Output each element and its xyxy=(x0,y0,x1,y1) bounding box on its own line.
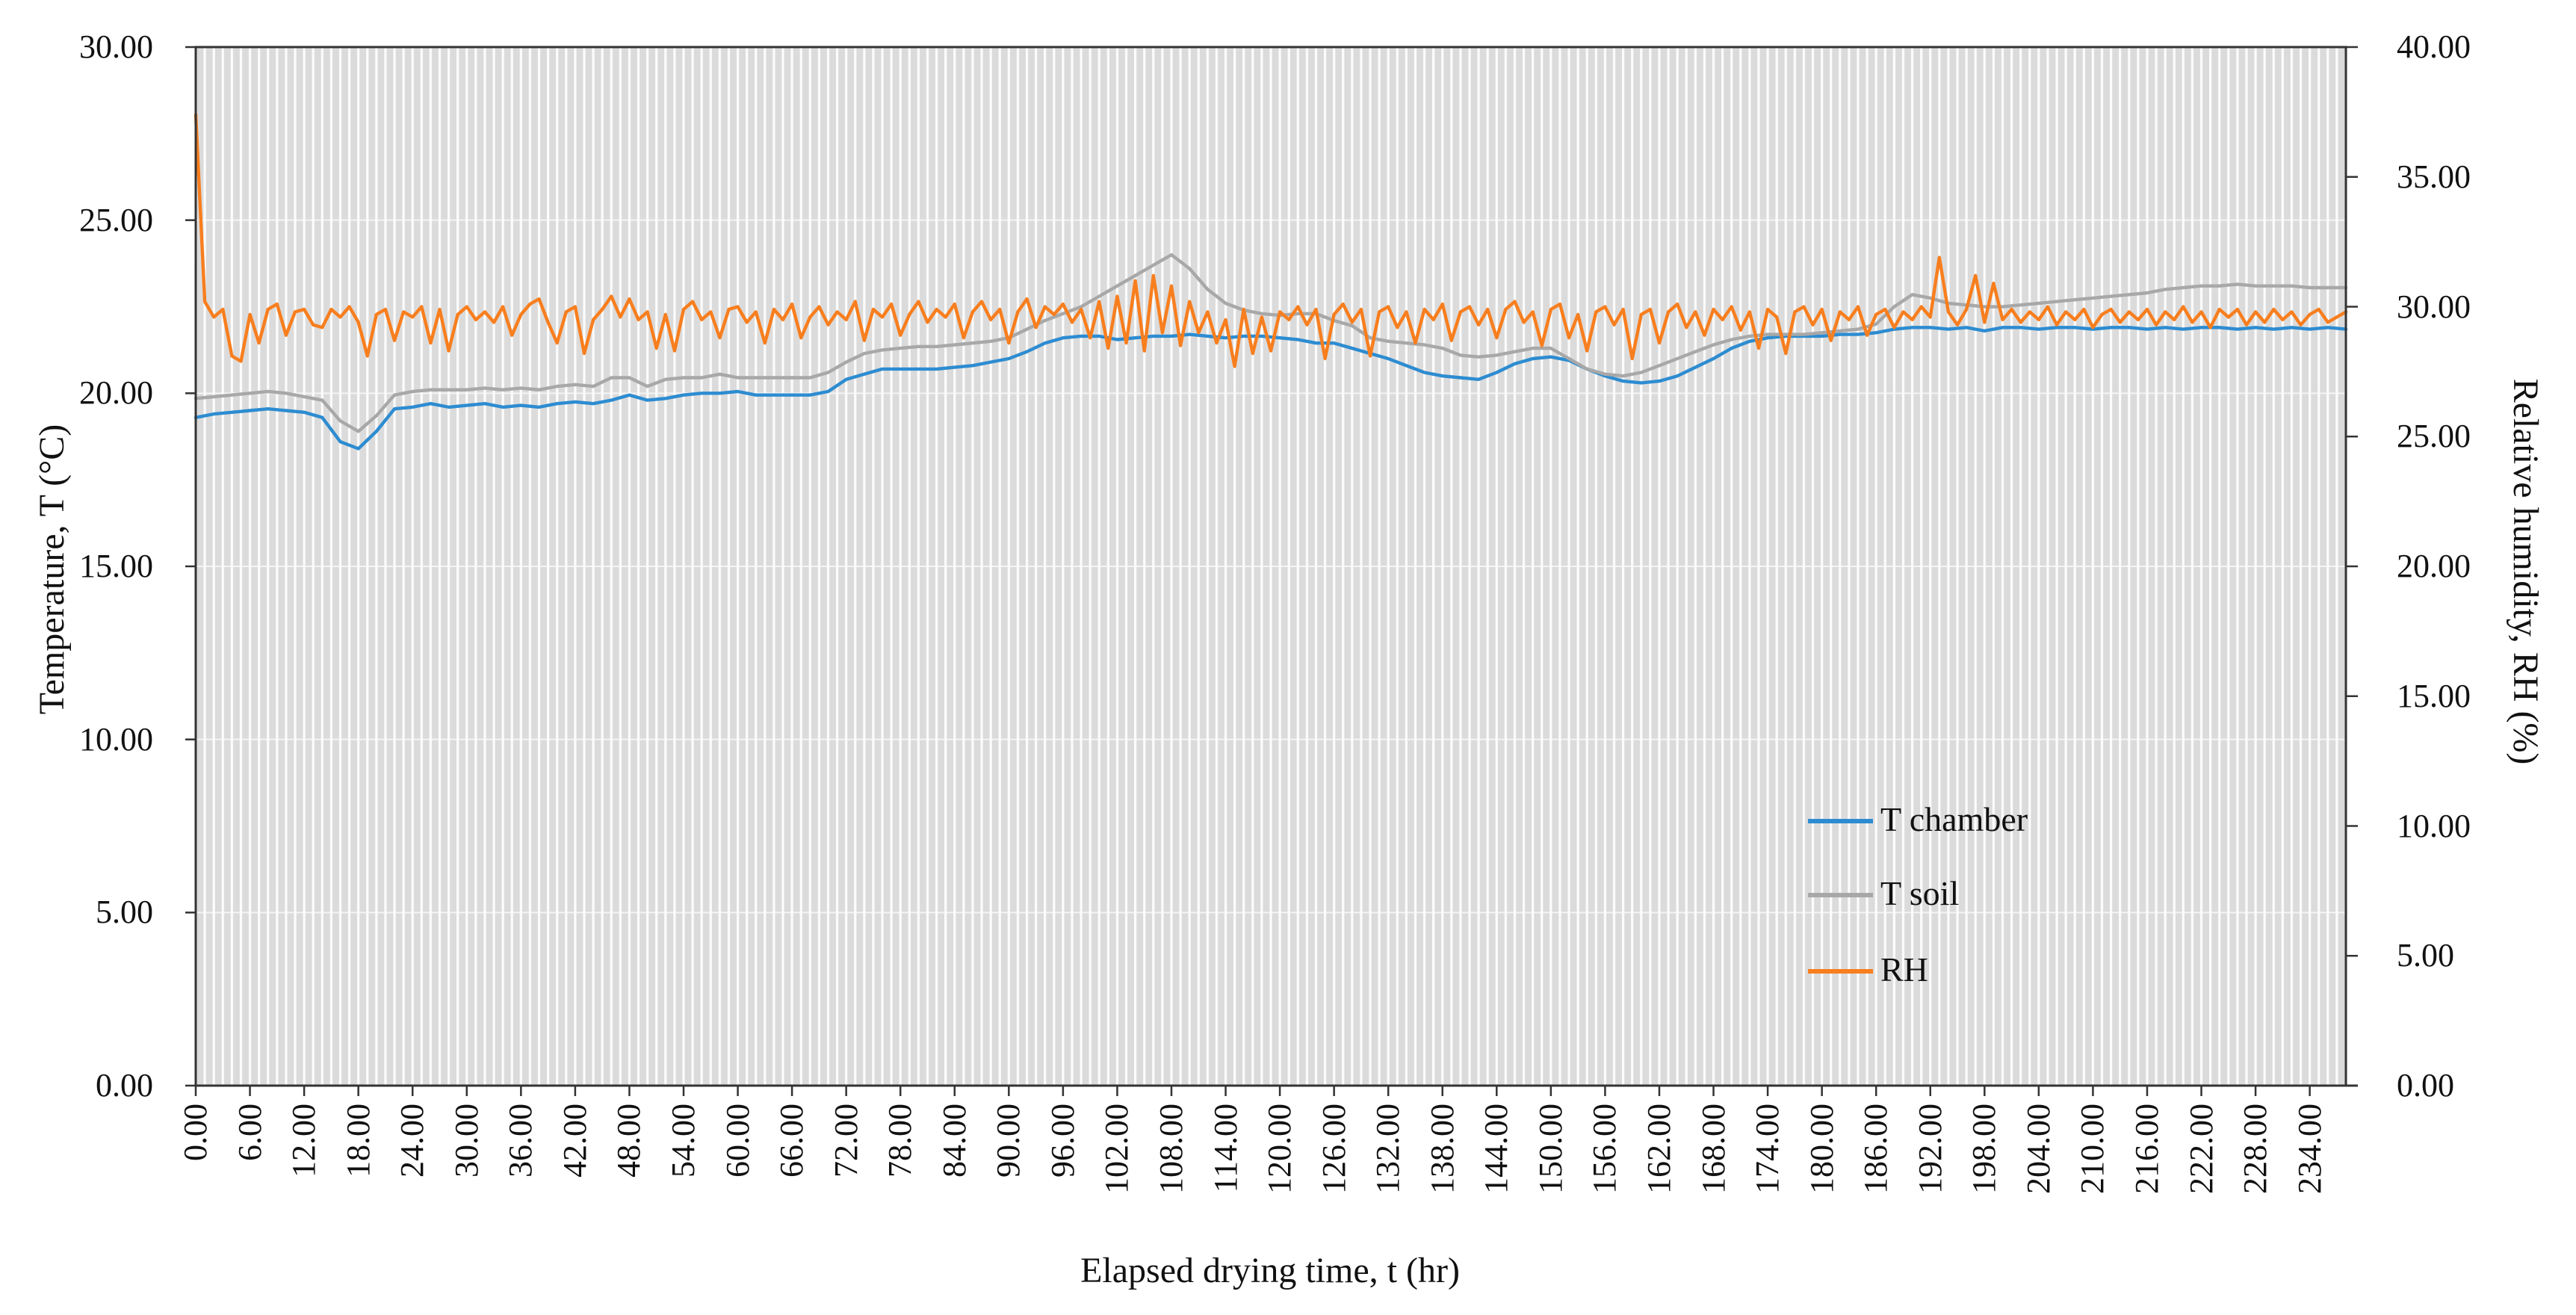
right-tick-label: 25.00 xyxy=(2397,418,2471,455)
right-axis-title: Relative humidity, RH (%) xyxy=(2506,378,2545,765)
series-lines xyxy=(193,113,2348,451)
x-tick-label-text: 114.00 xyxy=(1207,1104,1244,1193)
x-tick-label-text: 210.00 xyxy=(2074,1104,2111,1194)
x-tick-label-text: 108.00 xyxy=(1152,1104,1189,1194)
plot-border xyxy=(194,46,2347,1087)
series-line-t-chamber xyxy=(193,326,2348,451)
right-tick-label: 0.00 xyxy=(2397,1067,2454,1104)
x-tick-label-text: 90.00 xyxy=(990,1104,1027,1178)
x-tick-label-text: 222.00 xyxy=(2182,1104,2220,1194)
x-tick-label-text: 48.00 xyxy=(610,1104,648,1178)
x-tick-label-text: 162.00 xyxy=(1640,1104,1677,1194)
x-tick-label-text: 72.00 xyxy=(827,1104,864,1178)
x-tick-label-text: 186.00 xyxy=(1857,1104,1895,1194)
x-tick-label: 6.00 xyxy=(232,1104,290,1161)
x-tick-label-text: 174.00 xyxy=(1749,1104,1786,1194)
x-tick-label-text: 36.00 xyxy=(502,1104,539,1178)
x-axis-title: Elapsed drying time, t (hr) xyxy=(1080,1251,1460,1290)
x-tick-label-text: 102.00 xyxy=(1098,1104,1136,1194)
x-tick-label-text: 84.00 xyxy=(935,1104,973,1178)
legend-label-t-chamber: T chamber xyxy=(1880,800,2028,838)
left-tick-label: 30.00 xyxy=(79,28,153,65)
legend-label-rh: RH xyxy=(1880,950,1928,988)
x-tick-label-text: 150.00 xyxy=(1532,1104,1569,1194)
x-tick-label-text: 132.00 xyxy=(1369,1104,1407,1194)
right-tick-label: 15.00 xyxy=(2397,677,2471,714)
x-tick-label-text: 168.00 xyxy=(1694,1104,1732,1194)
legend-swatches xyxy=(1808,819,1873,974)
x-tick-label-text: 234.00 xyxy=(2291,1104,2328,1194)
x-tick-label-text: 66.00 xyxy=(773,1104,811,1178)
x-tick-label-text: 78.00 xyxy=(882,1104,919,1178)
x-tick-label-text: 54.00 xyxy=(664,1104,702,1178)
x-tick-label-text: 120.00 xyxy=(1261,1104,1298,1194)
left-tick-label: 5.00 xyxy=(96,894,153,931)
series-line-rh xyxy=(193,113,2348,368)
x-tick-label-text: 96.00 xyxy=(1044,1104,1081,1178)
right-tick-label: 20.00 xyxy=(2397,548,2471,584)
x-tick-label-text: 216.00 xyxy=(2128,1104,2165,1194)
x-tick-label-text: 12.00 xyxy=(285,1104,323,1178)
x-tick-label: 234.00 xyxy=(2291,1104,2383,1194)
x-tick-label-text: 192.00 xyxy=(1911,1104,1948,1194)
x-tick-label-text: 198.00 xyxy=(1966,1104,2003,1194)
left-axis-title: Temperature, T (°C) xyxy=(32,424,72,715)
right-tick-label: 40.00 xyxy=(2397,28,2471,65)
left-tick-label: 20.00 xyxy=(79,374,153,412)
left-tick-label: 25.00 xyxy=(79,201,153,238)
x-tick-label-text: 0.00 xyxy=(177,1104,214,1161)
x-tick-label-text: 42.00 xyxy=(556,1104,593,1178)
left-tick-label: 0.00 xyxy=(96,1067,153,1104)
right-tick-label: 10.00 xyxy=(2397,807,2471,844)
right-tick-label: 5.00 xyxy=(2397,937,2454,974)
x-tick-label-text: 60.00 xyxy=(719,1104,756,1178)
x-tick-label-text: 144.00 xyxy=(1478,1104,1515,1194)
right-tick-label: 30.00 xyxy=(2397,288,2471,325)
x-tick-label-text: 180.00 xyxy=(1803,1104,1840,1194)
x-tick-label-text: 6.00 xyxy=(231,1104,268,1161)
x-tick-label-text: 30.00 xyxy=(448,1104,485,1178)
left-tick-label: 10.00 xyxy=(79,720,153,758)
x-tick-label-text: 228.00 xyxy=(2237,1104,2274,1194)
x-tick-label-text: 18.00 xyxy=(339,1104,377,1178)
x-tick-label-text: 126.00 xyxy=(1315,1104,1352,1194)
legend-label-t-soil: T soil xyxy=(1880,874,1960,912)
x-tick-label-text: 24.00 xyxy=(394,1104,431,1178)
axis-tick-marks xyxy=(185,46,2358,1096)
x-tick-label: 0.00 xyxy=(177,1104,235,1161)
horizontal-gridlines xyxy=(196,219,2346,914)
x-tick-label-text: 156.00 xyxy=(1586,1104,1623,1194)
left-tick-label: 15.00 xyxy=(79,548,153,584)
right-tick-label: 35.00 xyxy=(2397,158,2471,195)
x-tick-label-text: 204.00 xyxy=(2019,1104,2057,1194)
x-tick-label-text: 138.00 xyxy=(1423,1104,1461,1194)
